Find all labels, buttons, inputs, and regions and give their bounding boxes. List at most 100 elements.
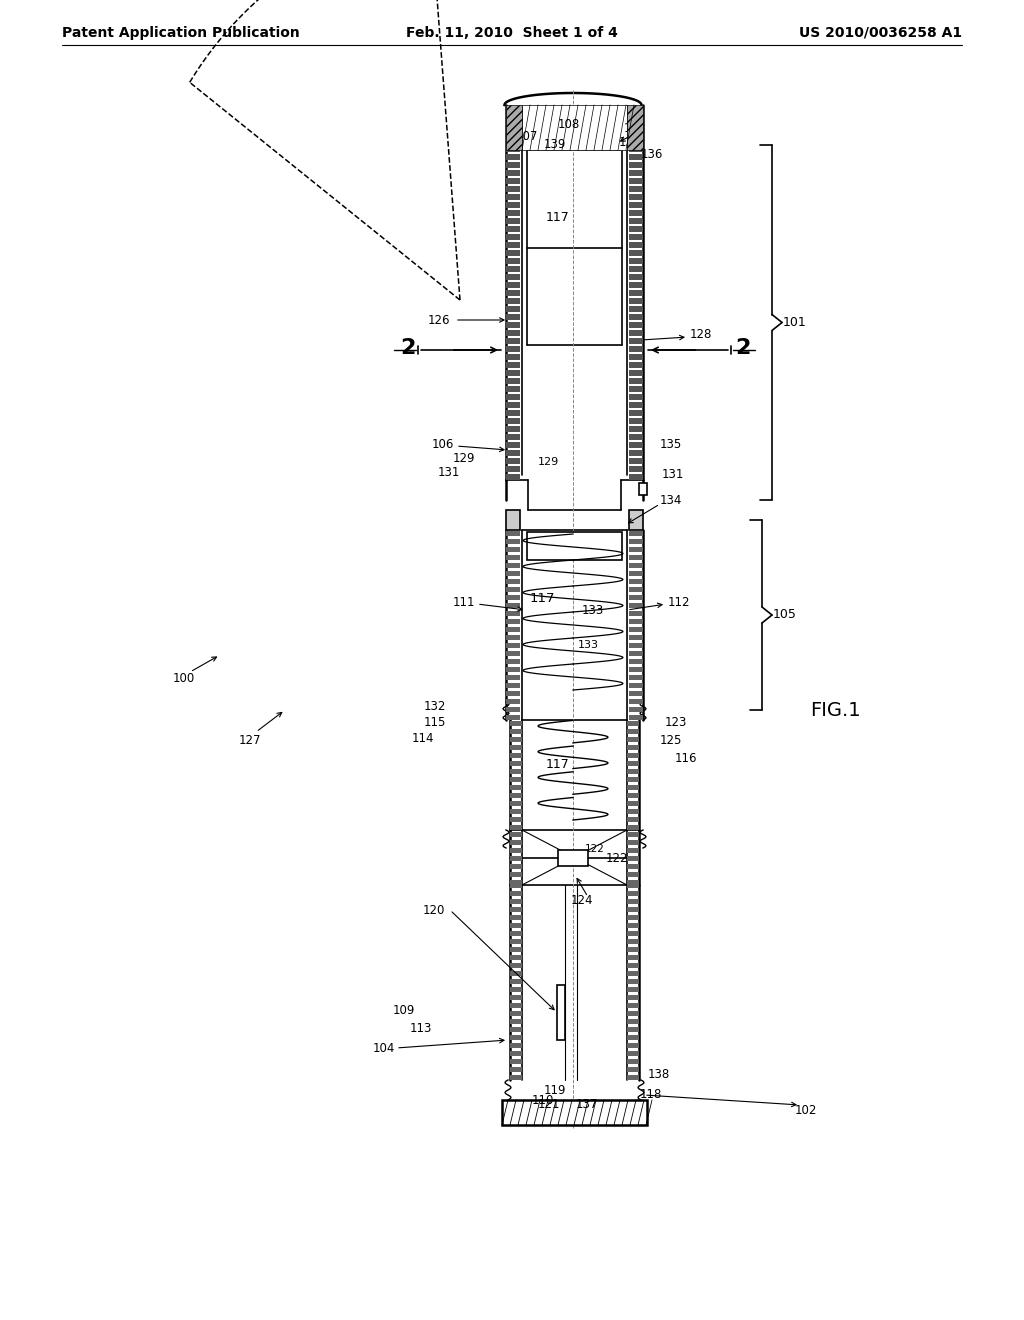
Bar [506,147,520,152]
Text: 134: 134 [660,494,682,507]
Bar [506,403,520,408]
Bar [627,972,639,975]
Bar [510,865,522,869]
Bar [629,554,643,560]
Bar [627,884,639,888]
Bar [629,385,643,392]
Text: 130: 130 [618,136,641,149]
Text: Patent Application Publication: Patent Application Publication [62,26,300,40]
Bar [506,226,520,232]
Bar [506,354,520,360]
Bar [627,1027,639,1032]
Bar [629,267,643,272]
Bar [510,884,522,888]
Text: 100: 100 [173,672,196,685]
Text: 117: 117 [529,591,555,605]
Bar [629,106,643,112]
Bar [506,458,520,465]
Bar [629,298,643,304]
Bar [510,770,522,774]
Bar [506,579,520,583]
Bar [506,114,520,120]
Bar [629,290,643,296]
Bar [506,611,520,616]
Bar [629,450,643,455]
Bar [629,700,643,704]
Bar [627,752,639,758]
Bar [627,1043,639,1048]
Bar [629,170,643,176]
Bar [510,1051,522,1056]
Text: 102: 102 [795,1104,817,1117]
Bar [629,510,643,531]
Text: 114: 114 [412,731,434,744]
Bar [506,426,520,432]
Bar [627,979,639,983]
Bar [506,298,520,304]
Bar [510,907,522,912]
Bar [627,880,639,884]
Bar [629,715,643,719]
Bar [510,793,522,799]
Bar [510,801,522,807]
Text: 135: 135 [660,438,682,451]
Bar [506,362,520,368]
Text: 116: 116 [675,751,697,764]
Text: 129: 129 [453,451,475,465]
Text: 129: 129 [538,457,559,467]
Bar [506,370,520,376]
Bar [627,995,639,1001]
Bar [506,162,520,168]
Bar [510,891,522,896]
Text: 101: 101 [783,315,807,329]
Text: 112: 112 [668,595,690,609]
Bar [629,202,643,209]
Text: 117: 117 [546,759,570,771]
Text: 136: 136 [641,149,664,161]
Bar [506,121,520,128]
Bar [627,825,639,830]
Text: 106: 106 [432,438,454,451]
Text: 108: 108 [558,119,581,132]
Bar [510,972,522,975]
Bar [629,234,643,240]
Bar [627,1074,639,1080]
Bar [506,708,520,711]
Bar [510,923,522,928]
Bar [510,1067,522,1072]
Bar [510,880,522,884]
Text: 137: 137 [575,1098,598,1111]
Bar [627,1035,639,1040]
Text: FIG.1: FIG.1 [810,701,860,719]
Bar [506,450,520,455]
Bar [629,129,643,136]
Text: 110: 110 [531,1093,554,1106]
Bar [627,1067,639,1072]
Text: 139: 139 [544,139,566,152]
Text: 124: 124 [570,894,593,907]
Bar [627,923,639,928]
Bar [510,1011,522,1016]
Bar [629,378,643,384]
Bar [629,354,643,360]
Bar [627,899,639,904]
Bar [627,946,639,952]
Text: 128: 128 [690,329,713,342]
Bar [629,564,643,568]
Bar [506,346,520,352]
Bar [629,403,643,408]
Bar [629,154,643,160]
Bar [627,987,639,993]
Bar [629,458,643,465]
Bar [629,595,643,601]
Bar [506,651,520,656]
Bar [506,242,520,248]
Bar [506,194,520,201]
Bar [629,249,643,256]
Bar [510,1059,522,1064]
Bar [506,306,520,312]
Bar [506,510,520,531]
Bar [506,587,520,591]
Bar [629,362,643,368]
Bar [506,554,520,560]
